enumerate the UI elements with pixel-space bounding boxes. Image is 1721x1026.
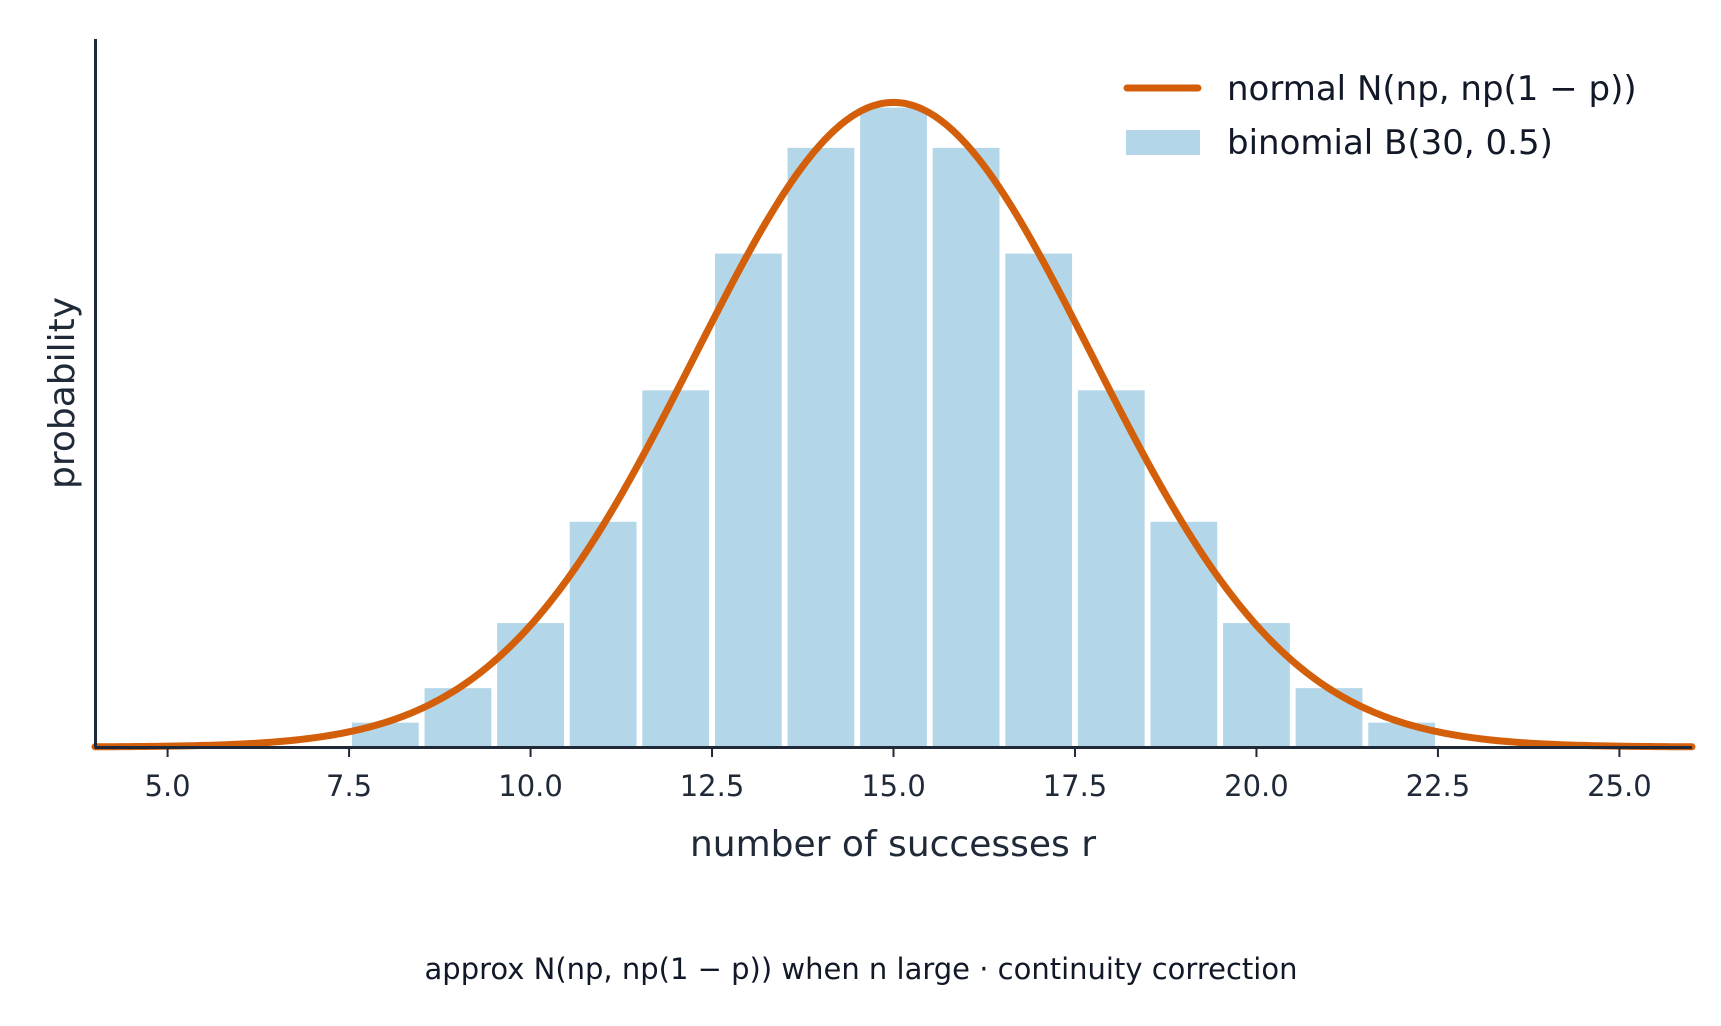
caption: approx N(np, np(1 − p)) when n large · c… bbox=[425, 952, 1298, 986]
bar-r-13 bbox=[714, 253, 782, 748]
bar-r-9 bbox=[424, 688, 492, 747]
x-tick-label: 17.5 bbox=[1043, 769, 1108, 803]
legend: normal N(np, np(1 − p)) binomial B(30, 0… bbox=[1123, 69, 1637, 163]
bar-r-18 bbox=[1077, 390, 1145, 747]
bar-r-10 bbox=[497, 623, 564, 747]
x-tick-label: 12.5 bbox=[680, 769, 745, 803]
legend-normal-label: normal N(np, np(1 − p)) bbox=[1227, 69, 1637, 109]
bar-r-15 bbox=[860, 107, 927, 747]
legend-binomial-swatch bbox=[1126, 130, 1200, 155]
bar-r-21 bbox=[1295, 688, 1363, 747]
x-tick-label: 5.0 bbox=[145, 769, 191, 803]
x-axis-title: number of successes r bbox=[690, 824, 1096, 865]
x-tick-label: 15.0 bbox=[861, 769, 926, 803]
x-tick-label: 20.0 bbox=[1224, 769, 1289, 803]
x-tick-group: 5.0 7.5 10.0 12.5 15.0 17.5 20.0 22.5 25.0 bbox=[145, 747, 1652, 803]
x-tick-label: 10.0 bbox=[498, 769, 563, 803]
bar-r-16 bbox=[932, 147, 1000, 748]
x-tick-label: 22.5 bbox=[1406, 769, 1471, 803]
bar-r-20 bbox=[1223, 623, 1290, 747]
x-tick-label: 7.5 bbox=[326, 769, 372, 803]
x-tick-label: 25.0 bbox=[1587, 769, 1652, 803]
bar-group bbox=[351, 107, 1436, 748]
legend-binomial-label: binomial B(30, 0.5) bbox=[1227, 123, 1553, 163]
normal-curve bbox=[91, 98, 1696, 751]
bar-r-14 bbox=[787, 147, 855, 748]
bar-r-17 bbox=[1005, 253, 1073, 748]
bar-r-12 bbox=[642, 390, 710, 747]
y-axis-title: probability bbox=[42, 297, 83, 489]
